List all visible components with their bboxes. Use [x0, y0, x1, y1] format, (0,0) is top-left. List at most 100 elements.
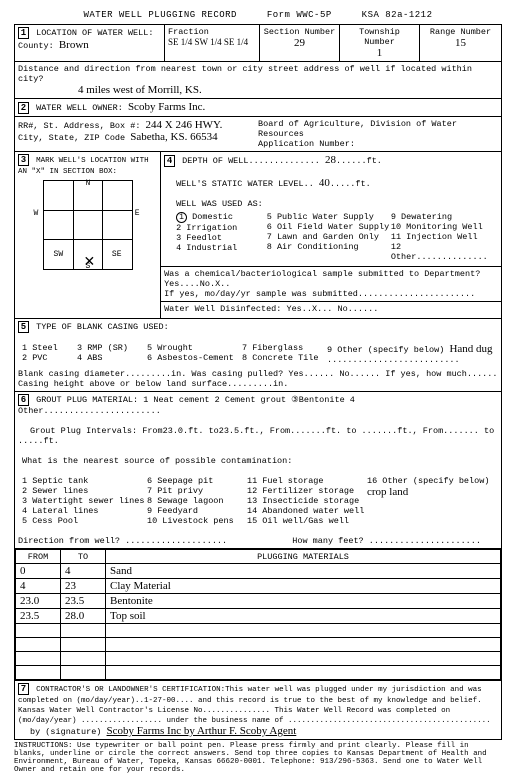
- range-label: Range Number: [430, 27, 491, 37]
- use-12: Other: [391, 252, 417, 262]
- static-label: WELL'S STATIC WATER LEVEL: [176, 179, 304, 189]
- use-2: Irrigation: [186, 223, 237, 233]
- x-mark: ✕: [84, 254, 96, 271]
- loc-label: LOCATION OF WATER WELL:: [36, 28, 153, 38]
- contam-label: What is the nearest source of possible c…: [22, 456, 292, 466]
- section-5-num: 5: [18, 321, 29, 333]
- sig-value: Scoby Farms Inc by Arthur F. Scoby Agent: [107, 725, 297, 737]
- fraction-value: SE 1/4 SW 1/4 SE 1/4: [168, 37, 248, 47]
- ci1: 1 Septic tank: [22, 476, 88, 486]
- section-1-num: 1: [18, 27, 29, 39]
- section-4-num: 4: [164, 155, 175, 167]
- mark-label: MARK WELL'S LOCATION WITH AN "X" IN SECT…: [18, 157, 149, 176]
- chem-q: Was a chemical/bacteriological sample su…: [164, 269, 480, 289]
- ci6: 6 Seepage pit: [147, 476, 213, 486]
- form-code: Form WWC-5P: [267, 10, 332, 20]
- section-value: 29: [294, 37, 305, 49]
- c6: 6 Asbestos-Cement: [147, 353, 234, 363]
- ci5: 5 Cess Pool: [22, 516, 78, 526]
- township-value: 1: [377, 47, 383, 59]
- static-value: 40: [319, 177, 330, 189]
- section-3-num: 3: [18, 154, 29, 166]
- c7: 7 Fiberglass: [242, 343, 303, 353]
- c8: 8 Concrete Tile: [242, 353, 319, 363]
- ci8: 8 Sewage lagoon: [147, 496, 224, 506]
- table-row: [16, 652, 501, 666]
- plugging-table: FROM TO PLUGGING MATERIALS 04Sand 423Cla…: [15, 549, 501, 680]
- table-row: 04Sand: [16, 564, 501, 579]
- th-from: FROM: [16, 550, 61, 564]
- disinf: Water Well Disinfected: Yes..X... No....…: [164, 304, 378, 314]
- ci15: 15 Oil well/Gas well: [247, 516, 349, 526]
- city-label: City, State, ZIP Code: [18, 133, 125, 143]
- section-7-num: 7: [18, 683, 29, 695]
- c5: 5 Wrought: [147, 343, 193, 353]
- table-row: 23.023.5Bentonite: [16, 594, 501, 609]
- table-row: 23.528.0Top soil: [16, 609, 501, 624]
- use-5: Public Water Supply: [277, 212, 374, 222]
- use-10: Monitoring Well: [406, 222, 483, 232]
- c1: 1 Steel: [22, 343, 58, 353]
- ksa-code: KSA 82a-1212: [362, 10, 433, 20]
- distance-label: Distance and direction from nearest town…: [18, 64, 472, 84]
- city-value: Sabetha, KS. 66534: [130, 131, 217, 143]
- use-11: Injection Well: [406, 232, 477, 242]
- depth-value: 28: [325, 154, 336, 166]
- chem-q2: If yes, mo/day/yr sample was submitted..…: [164, 289, 475, 299]
- casing-label: TYPE OF BLANK CASING USED:: [36, 322, 169, 332]
- feet-label: How many feet? ......................: [292, 536, 481, 546]
- range-value: 15: [455, 37, 466, 49]
- use-7: Lawn and Garden Only: [277, 232, 379, 242]
- used-label: WELL WAS USED AS:: [176, 199, 263, 209]
- contam-other: crop land: [367, 486, 408, 498]
- ci3: 3 Watertight sewer lines: [22, 496, 144, 506]
- ci14: 14 Abandoned water well: [247, 506, 364, 516]
- section-label: Section Number: [264, 27, 335, 37]
- appnum-label: Application Number:: [258, 139, 355, 149]
- sig-label: by (signature): [30, 727, 101, 737]
- use-4: Industrial: [186, 243, 237, 253]
- depth-label: DEPTH OF WELL: [182, 156, 248, 166]
- grout-intervals: Grout Plug Intervals: From23.0.ft. to23.…: [18, 426, 494, 446]
- ci4: 4 Lateral lines: [22, 506, 99, 516]
- use-3: Feedlot: [186, 233, 222, 243]
- ci13: 13 Insecticide storage: [247, 496, 359, 506]
- section-6-num: 6: [18, 394, 29, 406]
- table-row: [16, 624, 501, 638]
- section-2-num: 2: [18, 102, 29, 114]
- use-1: Domestic: [192, 212, 233, 222]
- ci11: 11 Fuel storage: [247, 476, 324, 486]
- ci7: 7 Pit privy: [147, 486, 203, 496]
- c3: 3 RMP (SR): [77, 343, 128, 353]
- table-row: 423Clay Material: [16, 579, 501, 594]
- grout-label: GROUT PLUG MATERIAL: 1 Neat cement 2 Cem…: [18, 395, 355, 416]
- th-to: TO: [61, 550, 106, 564]
- fraction-label: Fraction: [168, 27, 209, 37]
- casing-diam: Blank casing diameter.........in. Was ca…: [18, 369, 497, 379]
- table-row: [16, 638, 501, 652]
- ci9: 9 Feedyard: [147, 506, 198, 516]
- casing-height: Casing height above or below land surfac…: [18, 379, 288, 389]
- c9: 9 Other (specify below): [327, 345, 444, 355]
- use-9: Dewatering: [401, 212, 452, 222]
- table-row: [16, 666, 501, 680]
- rr-label: RR#, St. Address, Box #:: [18, 121, 140, 131]
- c4: 4 ABS: [77, 353, 103, 363]
- c2: 2 PVC: [22, 353, 48, 363]
- use-6: Oil Field Water Supply: [277, 222, 389, 232]
- owner-name: Scoby Farms Inc.: [128, 101, 205, 113]
- owner-label: WATER WELL OWNER:: [36, 103, 123, 113]
- dir-label: Direction from well? ...................…: [18, 536, 227, 546]
- use-1-circled: 1: [176, 212, 187, 223]
- ci16: 16 Other (specify below): [367, 476, 489, 486]
- form-header: WATER WELL PLUGGING RECORD Form WWC-5P K…: [14, 10, 502, 20]
- county-label: County:: [18, 41, 54, 51]
- cert-text: CONTRACTOR'S OR LANDOWNER'S CERTIFICATIO…: [18, 686, 491, 725]
- casing-other: Hand dug: [449, 343, 492, 355]
- rr-value: 244 X 246 HWY.: [146, 119, 223, 131]
- th-mat: PLUGGING MATERIALS: [106, 550, 501, 564]
- ci2: 2 Sewer lines: [22, 486, 88, 496]
- distance-value: 4 miles west of Morrill, KS.: [78, 84, 202, 96]
- county-value: Brown: [59, 39, 89, 51]
- ci12: 12 Fertilizer storage: [247, 486, 354, 496]
